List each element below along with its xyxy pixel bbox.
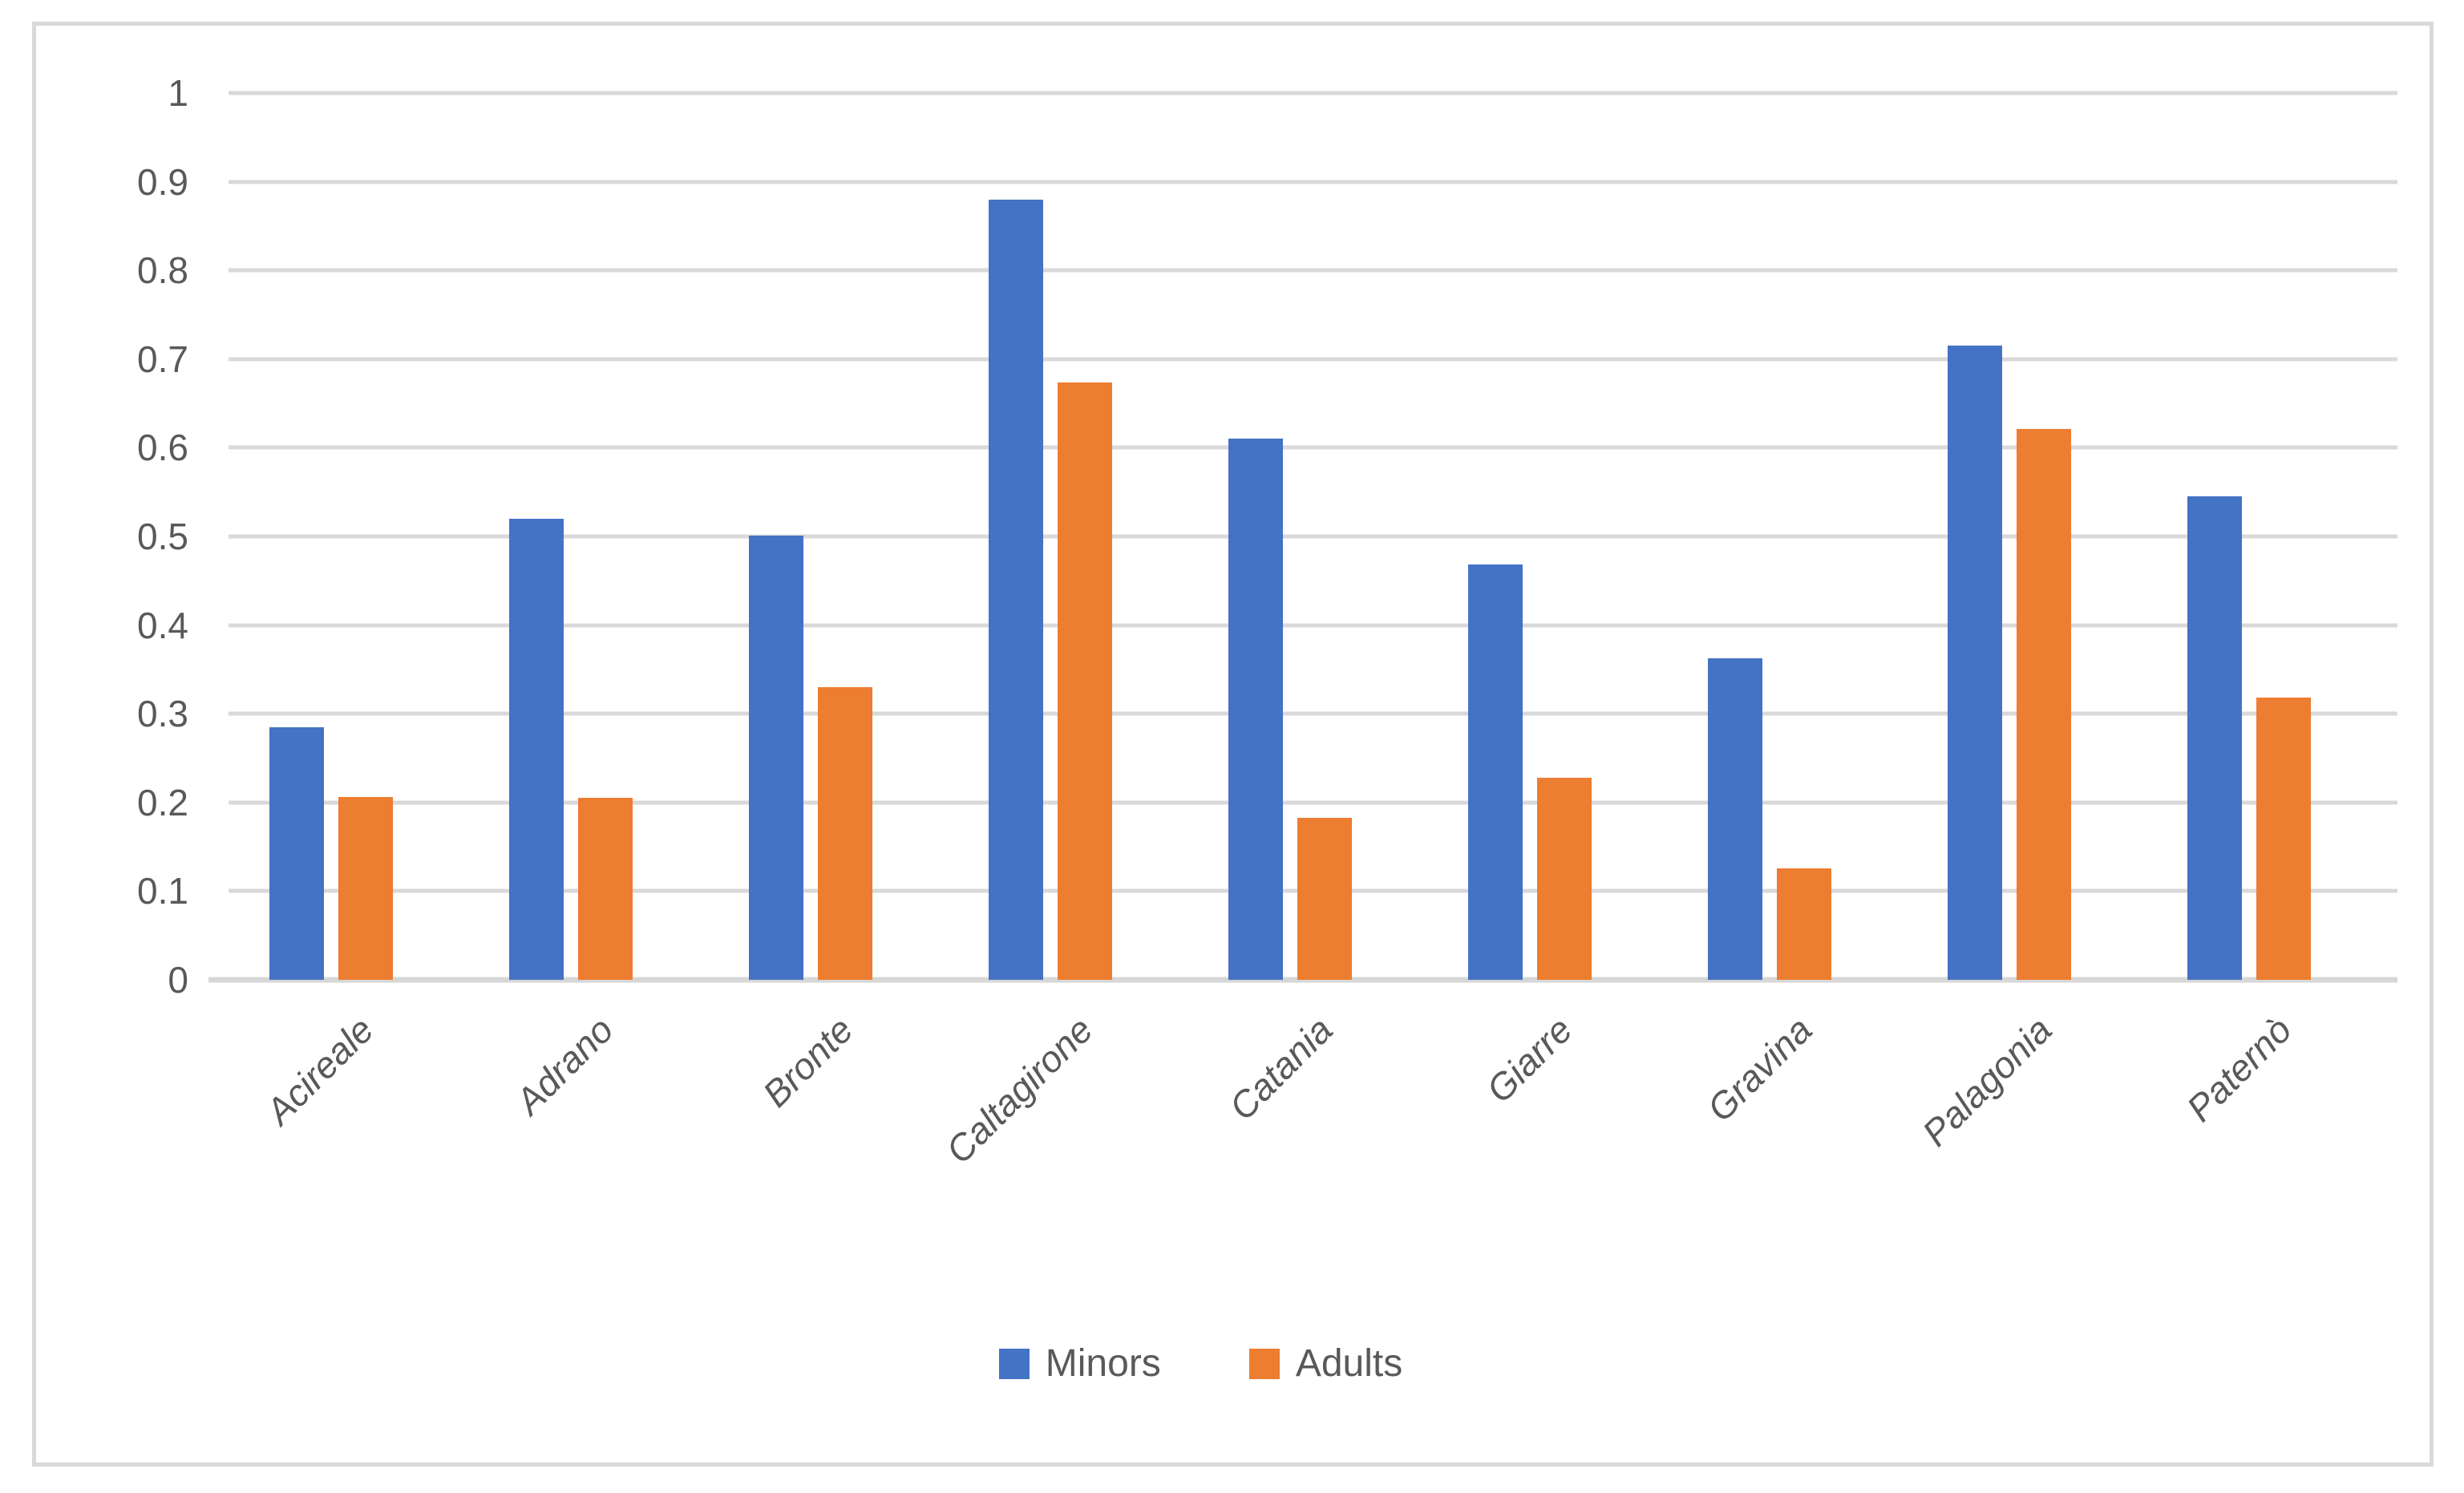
legend-swatch-minors — [998, 1349, 1030, 1379]
y-tick-label: 0.2 — [137, 781, 188, 823]
x-tick-label: Caltagirone — [937, 1008, 1101, 1172]
y-tick-label: 1 — [168, 72, 188, 114]
legend-item-adults: Adults — [1248, 1342, 1403, 1385]
bar-minors-catania — [1228, 439, 1283, 980]
gridline — [229, 534, 2397, 539]
gridline — [229, 623, 2397, 628]
y-tick-label: 0.3 — [137, 693, 188, 735]
x-tick-label: Palagonia — [1914, 1008, 2060, 1155]
y-tick-label: 0.9 — [137, 160, 188, 203]
legend-swatch-adults — [1248, 1349, 1280, 1379]
y-tick-label: 0.6 — [137, 427, 188, 469]
bar-adults-caltagirone — [1058, 382, 1112, 980]
legend-label-minors: Minors — [1045, 1342, 1161, 1385]
bar-adults-giarre — [1537, 777, 1592, 980]
x-tick-label: Catania — [1220, 1008, 1341, 1128]
y-tick-label: 0.8 — [137, 249, 188, 292]
bar-minors-bronte — [749, 535, 803, 980]
x-tick-label: Bronte — [755, 1008, 861, 1115]
legend-item-minors: Minors — [998, 1342, 1161, 1385]
chart-frame: 1 0.9 0.8 0.7 0.6 0.5 0.4 0.3 0.2 0.1 0 Acireale Ad… — [32, 22, 2434, 1467]
legend-label-adults: Adults — [1295, 1342, 1403, 1385]
x-tick-label: Acireale — [257, 1008, 382, 1133]
x-tick-label: Paternò — [2178, 1008, 2300, 1130]
y-tick-label: 0 — [168, 959, 188, 1001]
x-tick-label: Giarre — [1478, 1008, 1580, 1111]
bar-adults-gravina — [1777, 868, 1831, 980]
bar-minors-paternò — [2187, 496, 2242, 980]
x-tick-label: Adrano — [507, 1008, 621, 1123]
bar-adults-acireale — [338, 797, 393, 980]
bar-minors-caltagirone — [989, 199, 1043, 980]
plot-area: 1 0.9 0.8 0.7 0.6 0.5 0.4 0.3 0.2 0.1 0 Acireale Ad… — [137, 75, 2397, 1171]
gridline — [229, 445, 2397, 450]
gridline — [229, 711, 2397, 716]
gridline — [229, 800, 2397, 805]
y-tick-label: 0.7 — [137, 338, 188, 380]
gridline — [229, 180, 2397, 184]
bar-adults-paternò — [2256, 698, 2311, 980]
bar-adults-adrano — [578, 798, 633, 980]
bar-minors-giarre — [1468, 564, 1523, 980]
bar-minors-palagonia — [1948, 346, 2002, 980]
bar-minors-acireale — [269, 726, 324, 980]
y-tick-label: 0.1 — [137, 870, 188, 912]
y-tick-label: 0.4 — [137, 604, 188, 646]
bar-minors-adrano — [509, 518, 564, 980]
x-tick-label: Gravina — [1698, 1008, 1820, 1130]
bar-adults-catania — [1297, 817, 1352, 980]
bar-adults-palagonia — [2017, 429, 2071, 980]
x-axis-line — [208, 977, 2397, 983]
legend: Minors Adults — [4, 1345, 2397, 1383]
gridline — [229, 357, 2397, 362]
gridline — [229, 91, 2397, 95]
bar-minors-gravina — [1708, 657, 1762, 980]
bar-adults-bronte — [818, 687, 872, 980]
gridline — [229, 268, 2397, 273]
y-tick-label: 0.5 — [137, 516, 188, 557]
